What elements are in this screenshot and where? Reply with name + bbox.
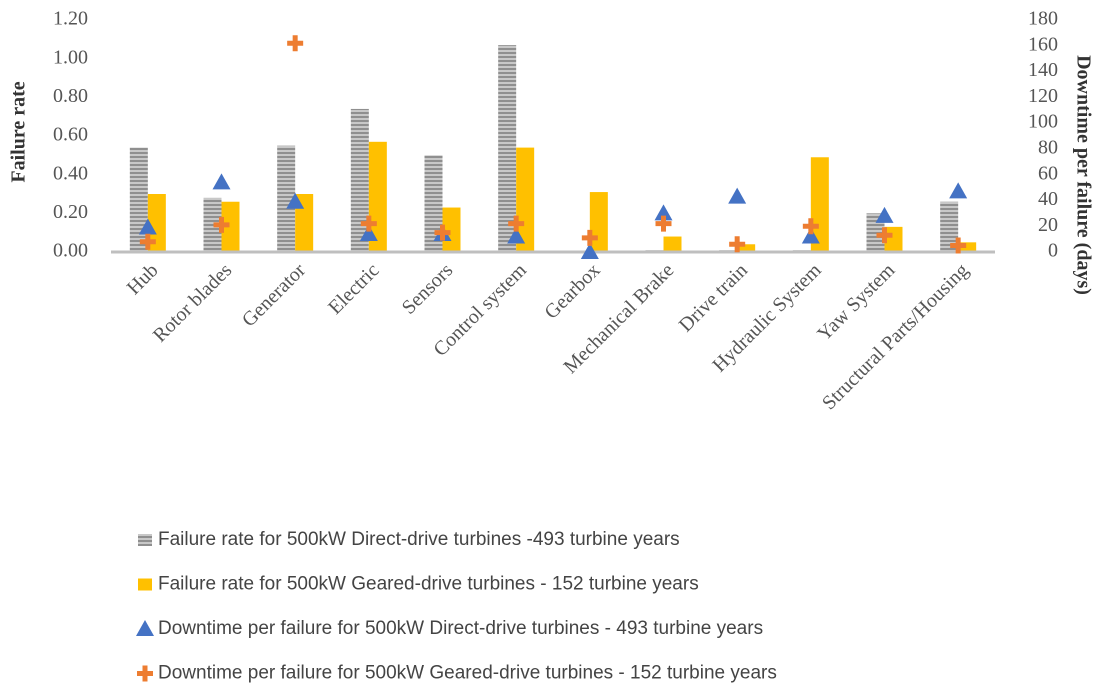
y2-axis-title: Downtime per failure (days) — [1072, 55, 1094, 295]
y2-tick-label: 20 — [1038, 214, 1058, 236]
y2-tick-label: 100 — [1028, 111, 1058, 133]
y2-tick-label: 0 — [1048, 240, 1058, 262]
y-tick-label: 0.60 — [53, 124, 88, 146]
marker-triangle — [136, 620, 154, 636]
x-tick-label: Structural Parts/Housing — [818, 259, 973, 414]
y2-tick-label: 180 — [1028, 8, 1058, 30]
bar — [498, 45, 517, 253]
marker-triangle — [507, 227, 526, 244]
marker-plus — [434, 224, 451, 241]
y2-tick-label: 140 — [1028, 59, 1058, 81]
marker-plus — [729, 236, 746, 253]
y2-tick-label: 80 — [1038, 136, 1058, 158]
y2-tick-label: 160 — [1028, 33, 1058, 55]
y-tick-label: 0.40 — [53, 162, 88, 184]
marker-plus — [950, 237, 967, 254]
y2-tick-label: 120 — [1028, 85, 1058, 107]
marker-triangle — [138, 218, 157, 235]
marker-plus — [581, 229, 598, 246]
marker-triangle — [359, 224, 378, 241]
legend-swatch — [138, 578, 152, 591]
marker-plus — [360, 215, 377, 232]
legend-label: Failure rate for 500kW Geared-drive turb… — [158, 574, 699, 595]
x-tick-label: Drive train — [675, 259, 752, 336]
bar — [958, 242, 977, 252]
bar — [129, 147, 148, 252]
bar — [277, 145, 296, 252]
marker-plus — [508, 215, 525, 232]
marker-triangle — [801, 227, 820, 244]
legend-label: Downtime per failure for 500kW Geared-dr… — [158, 663, 777, 684]
marker-triangle — [212, 173, 231, 190]
bar — [737, 244, 756, 252]
legend-label: Failure rate for 500kW Direct-drive turb… — [158, 529, 680, 550]
y-tick-label: 1.00 — [53, 46, 88, 68]
y2-tick-label: 60 — [1038, 162, 1058, 184]
bar — [940, 201, 959, 252]
y-axis-title: Failure rate — [8, 81, 30, 182]
x-tick-label: Gearbox — [540, 259, 604, 323]
x-tick-label: Rotor blades — [149, 259, 237, 347]
marker-triangle — [654, 204, 673, 221]
bar — [589, 192, 608, 252]
y-tick-label: 1.20 — [53, 8, 88, 30]
y-tick-label: 0.00 — [53, 240, 88, 262]
bar — [350, 108, 369, 252]
marker-plus — [655, 215, 672, 232]
x-tick-label: Generator — [238, 259, 310, 331]
marker-triangle — [728, 187, 747, 204]
marker-triangle — [875, 206, 894, 223]
marker-plus — [287, 35, 304, 52]
marker-plus — [876, 227, 893, 244]
x-tick-label: Hub — [123, 259, 163, 299]
bar — [147, 194, 166, 252]
marker-triangle — [286, 192, 305, 209]
marker-plus — [139, 233, 156, 250]
legend-label: Downtime per failure for 500kW Direct-dr… — [158, 618, 763, 639]
marker-plus — [137, 665, 153, 682]
x-tick-label: Sensors — [398, 259, 458, 319]
y-tick-label: 0.20 — [53, 201, 88, 223]
marker-plus — [802, 218, 819, 235]
bar — [221, 201, 240, 252]
bar — [884, 226, 903, 252]
bar — [203, 197, 222, 252]
y2-tick-label: 40 — [1038, 188, 1058, 210]
bar — [424, 155, 443, 252]
marker-triangle — [580, 243, 599, 259]
y-tick-label: 0.80 — [53, 85, 88, 107]
x-tick-label: Electric — [324, 259, 384, 319]
marker-triangle — [949, 182, 968, 199]
bar — [866, 213, 885, 252]
marker-plus — [213, 216, 230, 233]
bar — [663, 236, 682, 252]
legend-swatch — [138, 534, 152, 546]
